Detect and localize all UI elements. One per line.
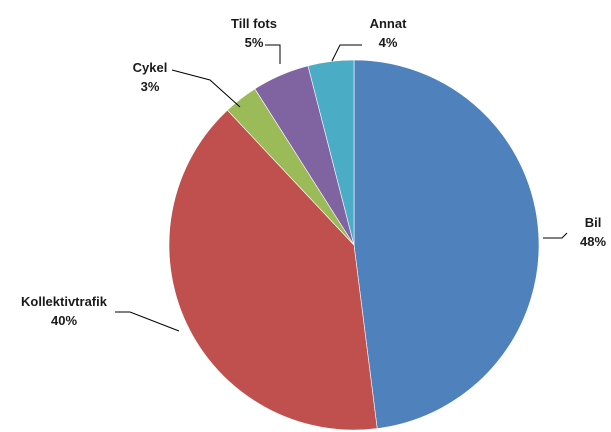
- slice-label-till-fots: Till fots: [231, 16, 277, 31]
- slice-label-kollektivtrafik: Kollektivtrafik: [21, 294, 108, 309]
- leader-line-bil: [543, 232, 568, 239]
- pie-slice-bil: [353, 59, 540, 429]
- leader-line-cykel: [171, 69, 241, 108]
- slice-labels: Bil 48% Kollektivtrafik 40% Cykel 3% Till fots…: [21, 16, 606, 328]
- slice-label-cykel: Cykel: [133, 60, 168, 75]
- pie-slice-annat: [307, 59, 355, 246]
- slice-label-bil: Bil: [585, 215, 602, 230]
- slice-value-label-annat: 4%: [379, 35, 398, 50]
- slice-value-label-cykel: 3%: [141, 79, 160, 94]
- slice-value-label-kollektivtrafik: 40%: [51, 313, 77, 328]
- leader-line-annat: [331, 44, 362, 62]
- slice-value-label-till-fots: 5%: [245, 35, 264, 50]
- pie-slices: [168, 59, 540, 431]
- leader-line-kollektivtrafik: [115, 311, 180, 332]
- leader-line-till-fots: [265, 44, 281, 64]
- slice-value-label-bil: 48%: [580, 234, 606, 249]
- pie-slice-kollektivtrafik: [168, 109, 378, 431]
- slice-label-annat: Annat: [370, 16, 408, 31]
- leader-lines: [115, 44, 568, 332]
